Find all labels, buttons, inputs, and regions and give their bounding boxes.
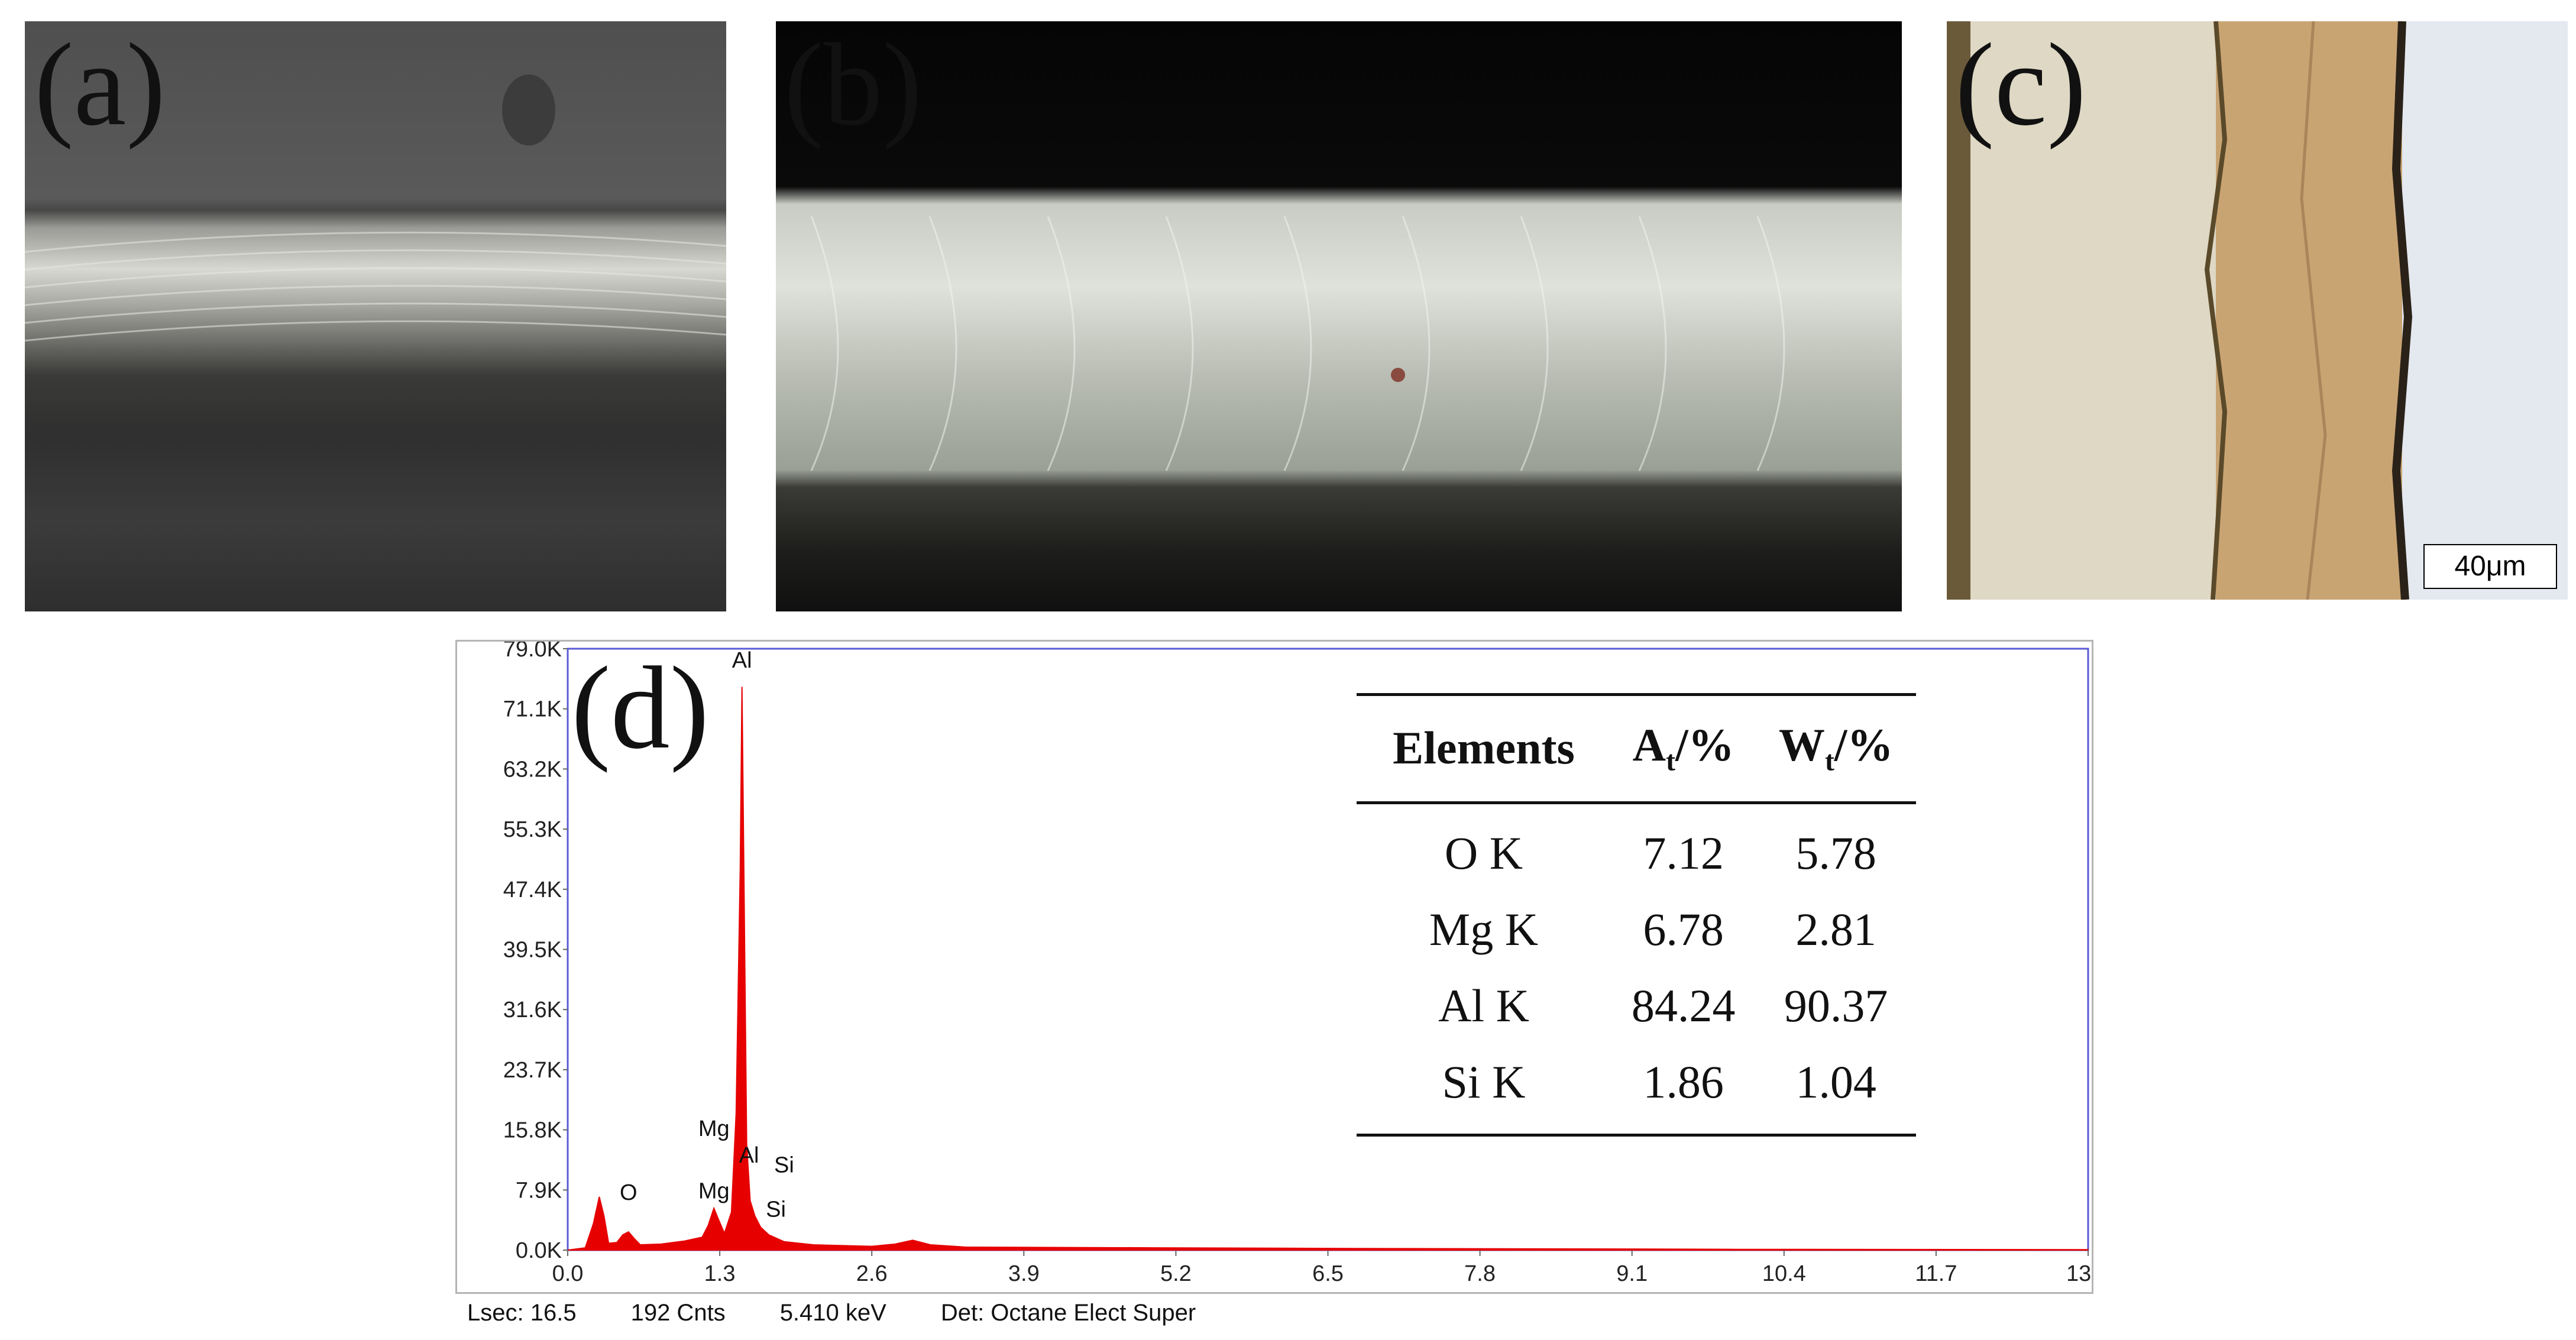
x-tick-label: 6.5 [1312,1261,1344,1286]
peak-label: Al [739,1143,759,1168]
panel-label-d: (d) [571,643,710,773]
x-tick-label: 9.1 [1616,1261,1648,1286]
peak-label: Mg [698,1116,730,1141]
y-tick-label: 55.3K [503,817,562,842]
x-tick-label: 11.7 [1915,1261,1957,1286]
cell-weight: 5.78 [1795,827,1876,879]
x-tick-label: 10.4 [1762,1261,1806,1286]
cell-atomic: 6.78 [1643,903,1724,955]
peak-label: Mg [698,1179,730,1203]
x-tick-label: 3.9 [1008,1261,1040,1286]
y-tick-label: 79.0K [503,642,562,662]
counts: 192 Cnts [630,1300,726,1326]
weld-photo-b [776,21,1902,611]
table-row: Al K 84.24 90.37 [1357,967,1916,1044]
cell-element: Si K [1357,1043,1611,1137]
header-elements: Elements [1357,693,1611,804]
cell-weight: 90.37 [1784,979,1888,1031]
detector: Det: Octane Elect Super [940,1300,1196,1326]
y-tick-label: 7.9K [516,1178,562,1203]
cell-atomic: 7.12 [1643,827,1724,879]
x-tick-label: 7.8 [1464,1261,1496,1286]
x-tick-label: 1.3 [704,1261,736,1286]
micrograph-c: 40μm [1947,21,2568,600]
y-tick-label: 71.1K [503,697,562,722]
cell-element: Mg K [1429,903,1539,955]
micrograph-texture-c [1947,21,2568,600]
live-seconds: Lsec: 16.5 [467,1300,577,1326]
y-tick-label: 63.2K [503,757,562,782]
y-tick-label: 47.4K [503,878,562,902]
table-header-row: Elements At/% Wt/% [1357,693,1916,804]
edx-spectrum-chart: 0.0 1.3 2.6 3.9 5.2 6.5 7.8 9.1 10.4 11.7 13.0 0.0K… [503,642,2092,1286]
x-tick-label: 2.6 [856,1261,888,1286]
y-tick-label: 23.7K [503,1058,562,1083]
header-atomic: At/% [1610,693,1756,804]
peak-label: Al [732,648,752,673]
x-tick-label: 5.2 [1160,1261,1192,1286]
acquisition-info: Lsec: 16.5 192 Cnts 5.410 keV Det: Octane E… [467,1300,1250,1326]
table-row: Si K 1.86 1.04 [1357,1043,1916,1137]
peak-label: O [620,1180,637,1205]
weld-photo-a [25,21,726,611]
peak-label: Si [766,1197,786,1222]
y-tick-label: 15.8K [503,1118,562,1143]
energy: 5.410 keV [779,1300,886,1326]
table-row: Mg K 6.78 2.81 [1357,891,1916,967]
weld-bead-texture-a [25,75,726,342]
peak-label: Si [774,1153,794,1178]
cell-weight: 2.81 [1795,903,1876,955]
x-tick-label: 0.0 [552,1261,584,1286]
cell-weight: 1.04 [1756,1043,1916,1137]
composition-table: Elements At/% Wt/% O K 7.12 5.78 Mg K 6.… [1357,693,1916,1137]
y-tick-label: 0.0K [516,1238,562,1263]
table-row: O K 7.12 5.78 [1357,802,1916,891]
panel-label-b: (b) [784,20,923,150]
panel-label-c: (c) [1955,20,2086,150]
header-weight: Wt/% [1756,693,1916,804]
x-tick-label: 13.0 [2066,1261,2092,1286]
cell-element: O K [1444,827,1523,879]
y-tick-label: 39.5K [503,938,562,963]
cell-atomic: 1.86 [1610,1043,1756,1137]
weld-bead-texture-b [810,216,1785,471]
spectrum-area [567,687,2089,1251]
cell-atomic: 84.24 [1631,979,1736,1031]
cell-element: Al K [1438,979,1529,1031]
scale-bar: 40μm [2423,544,2557,589]
panel-label-a: (a) [34,20,166,150]
y-tick-label: 31.6K [503,998,562,1022]
